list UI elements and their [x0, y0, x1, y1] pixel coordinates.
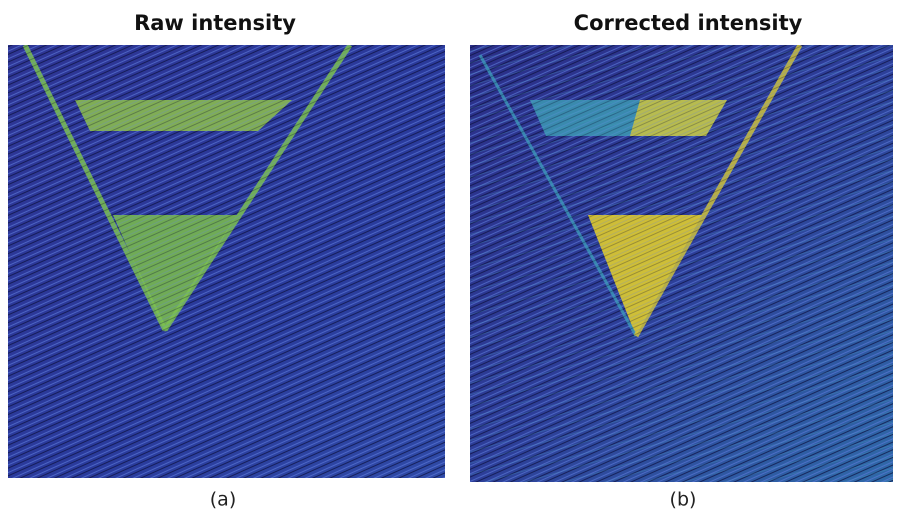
corrected-intensity-image	[470, 45, 893, 482]
panel-title: Raw intensity	[134, 11, 296, 35]
panel-title: Corrected intensity	[574, 11, 803, 35]
raw-intensity-image	[8, 45, 445, 478]
panel-caption: (b)	[670, 489, 697, 511]
panel-caption: (a)	[210, 489, 236, 511]
